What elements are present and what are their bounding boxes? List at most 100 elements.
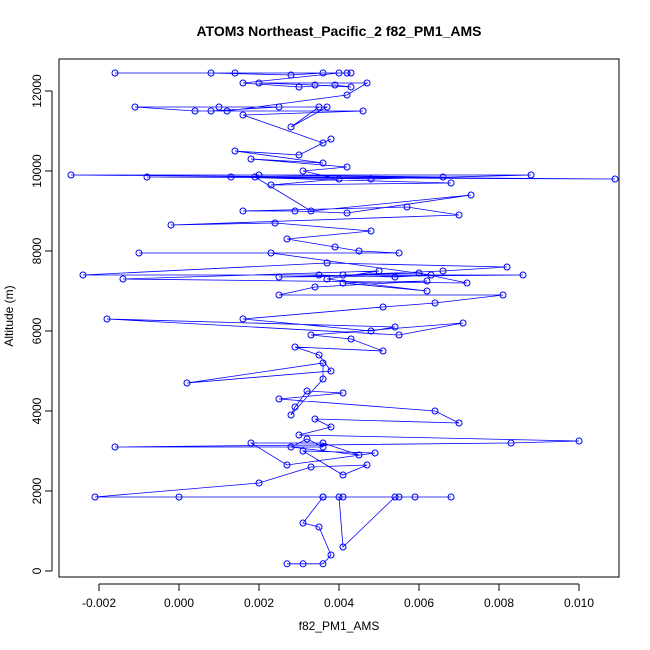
data-point	[343, 91, 351, 99]
data-point	[131, 103, 139, 111]
data-point	[67, 171, 75, 179]
data-point	[283, 235, 291, 243]
data-point	[411, 493, 419, 501]
data-point	[247, 439, 255, 447]
data-point	[299, 560, 307, 568]
data-point	[367, 327, 375, 335]
y-axis-label: Altitude (m)	[2, 285, 16, 346]
data-point	[439, 173, 447, 181]
data-point	[223, 107, 231, 115]
data-point	[347, 335, 355, 343]
data-point	[315, 103, 323, 111]
data-point	[395, 331, 403, 339]
data-point	[391, 493, 399, 501]
data-point	[343, 209, 351, 217]
data-point	[331, 81, 339, 89]
data-point	[299, 167, 307, 175]
data-point	[327, 551, 335, 559]
data-point	[331, 243, 339, 251]
data-point	[391, 323, 399, 331]
data-point	[339, 493, 347, 501]
data-point	[339, 471, 347, 479]
data-point	[283, 560, 291, 568]
data-point	[327, 135, 335, 143]
y-tick-label: 10000	[30, 154, 44, 188]
data-point	[319, 359, 327, 367]
data-point	[339, 389, 347, 397]
data-point	[323, 259, 331, 267]
data-point	[311, 415, 319, 423]
data-point	[335, 175, 343, 183]
data-point	[275, 395, 283, 403]
data-point	[295, 431, 303, 439]
data-point	[239, 79, 247, 87]
data-point	[415, 269, 423, 277]
data-point	[307, 331, 315, 339]
data-point	[299, 519, 307, 527]
data-point	[79, 271, 87, 279]
data-point	[143, 173, 151, 181]
data-point	[319, 375, 327, 383]
data-point	[423, 287, 431, 295]
data-point	[307, 207, 315, 215]
data-point	[307, 463, 315, 471]
data-point	[255, 479, 263, 487]
data-point	[231, 147, 239, 155]
data-point	[183, 379, 191, 387]
data-point	[319, 560, 327, 568]
data-point	[319, 493, 327, 501]
data-point	[347, 69, 355, 77]
data-point	[363, 79, 371, 87]
data-point	[339, 279, 347, 287]
data-point	[303, 435, 311, 443]
data-point	[287, 411, 295, 419]
data-point	[427, 271, 435, 279]
data-point	[367, 227, 375, 235]
data-point	[251, 173, 259, 181]
data-point	[119, 275, 127, 283]
data-point	[255, 79, 263, 87]
x-axis: -0.002 0.000 0.002 0.004 0.006 0.008 0.010	[82, 583, 594, 610]
data-point	[507, 439, 515, 447]
data-point	[319, 69, 327, 77]
data-point	[403, 203, 411, 211]
data-point	[367, 175, 375, 183]
series-layer	[67, 69, 619, 568]
x-tick-label: -0.002	[82, 596, 116, 610]
data-point	[339, 271, 347, 279]
data-point	[379, 347, 387, 355]
data-point	[395, 493, 403, 501]
data-point	[247, 155, 255, 163]
y-tick-label: 4000	[30, 397, 44, 424]
data-point	[231, 69, 239, 77]
data-point	[91, 493, 99, 501]
data-point	[303, 387, 311, 395]
data-point	[315, 351, 323, 359]
x-tick-label: 0.010	[564, 596, 594, 610]
data-point	[323, 275, 331, 283]
data-point	[271, 219, 279, 227]
data-point	[379, 303, 387, 311]
data-point	[291, 207, 299, 215]
data-point	[299, 447, 307, 455]
data-point	[311, 81, 319, 89]
data-point	[343, 163, 351, 171]
data-point	[375, 267, 383, 275]
data-point	[335, 493, 343, 501]
data-point	[291, 403, 299, 411]
plot-frame	[58, 58, 620, 578]
data-point	[135, 249, 143, 257]
data-point	[315, 523, 323, 531]
series-line	[70, 72, 616, 565]
data-point	[455, 211, 463, 219]
data-point	[391, 273, 399, 281]
data-point	[319, 159, 327, 167]
data-point	[339, 543, 347, 551]
data-point	[327, 367, 335, 375]
data-point	[295, 83, 303, 91]
data-point	[287, 123, 295, 131]
data-point	[503, 263, 511, 271]
data-point	[239, 207, 247, 215]
x-axis-label: f82_PM1_AMS	[299, 619, 380, 633]
